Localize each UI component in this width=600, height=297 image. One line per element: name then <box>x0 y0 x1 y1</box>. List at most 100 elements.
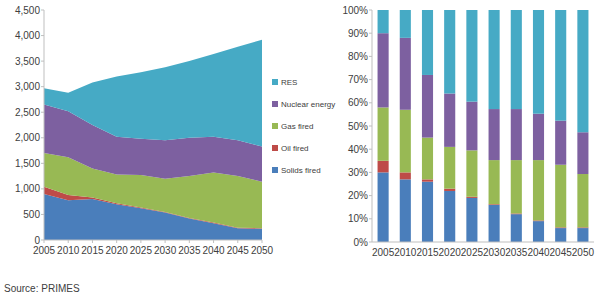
source-note: Source: PRIMES <box>4 283 80 294</box>
x-tick-label: 2040 <box>527 247 550 258</box>
x-tick-label: 2005 <box>372 247 395 258</box>
bar-segment <box>378 107 389 160</box>
bar-segment <box>555 121 566 165</box>
legend-swatch <box>272 101 278 107</box>
x-axis <box>44 240 262 241</box>
y-tick-label: 80% <box>348 51 368 62</box>
x-axis <box>372 242 594 243</box>
bar-segment <box>577 228 588 242</box>
x-tick <box>68 240 69 243</box>
bar-segment <box>400 10 411 38</box>
y-tick-label: 20% <box>348 190 368 201</box>
y-axis <box>372 10 373 242</box>
legend-label: Nuclear energy <box>281 100 335 109</box>
x-tick-label: 2050 <box>572 247 595 258</box>
bar-segment <box>533 221 544 242</box>
x-tick-label: 2015 <box>416 247 439 258</box>
x-tick <box>262 240 263 243</box>
y-tick-label: 4,500 <box>15 5 40 16</box>
x-tick-label: 2010 <box>394 247 417 258</box>
bar-segment <box>466 197 477 198</box>
bar-segment <box>533 114 544 160</box>
bar-segment <box>511 10 522 109</box>
bar-segment <box>422 138 433 180</box>
x-tick-label: 2040 <box>202 245 225 256</box>
bar-segment <box>444 189 455 191</box>
x-tick-label: 2020 <box>106 245 129 256</box>
bar-segment <box>489 10 500 109</box>
bar-segment <box>533 160 544 220</box>
bar-segment <box>400 110 411 173</box>
bar-segment <box>466 102 477 151</box>
bar-segment <box>422 10 433 75</box>
x-tick <box>237 240 238 243</box>
x-tick-label: 2035 <box>178 245 201 256</box>
y-tick-label: 3,000 <box>15 81 40 92</box>
bar-segment <box>422 182 433 242</box>
y-tick-label: 0 <box>34 235 40 246</box>
bar-segment <box>466 150 477 196</box>
bar-segment <box>400 38 411 110</box>
bar-segment <box>577 174 588 227</box>
bar-segment <box>466 198 477 242</box>
y-tick-label: 60% <box>348 97 368 108</box>
legend-swatch <box>272 167 278 173</box>
x-tick-label: 2030 <box>154 245 177 256</box>
bar-segment <box>577 10 588 132</box>
x-tick-label: 2020 <box>439 247 462 258</box>
x-tick <box>92 240 93 243</box>
bar-segment <box>400 179 411 242</box>
plot-area <box>44 40 262 240</box>
bar-segment <box>489 205 500 242</box>
bar-segment <box>444 10 455 94</box>
bar-segment <box>422 75 433 138</box>
bar-segment <box>422 179 433 181</box>
y-axis <box>44 10 45 240</box>
y-tick-label: 40% <box>348 144 368 155</box>
x-tick <box>116 240 117 243</box>
y-tick-label: 50% <box>348 121 368 132</box>
bar-segment <box>555 228 566 242</box>
y-tick-label: 100% <box>342 5 368 16</box>
legend-label: Oil fired <box>281 144 309 153</box>
x-tick <box>213 240 214 243</box>
bar-segment <box>378 33 389 107</box>
y-tick-label: 0% <box>354 237 369 248</box>
bar-segment <box>444 147 455 189</box>
x-tick-label: 2005 <box>33 245 56 256</box>
bar-segment <box>511 160 522 213</box>
bar-segment <box>378 10 389 33</box>
x-tick <box>44 240 45 243</box>
x-tick <box>189 240 190 243</box>
legend-label: RES <box>281 78 297 87</box>
bar-segment <box>489 109 500 160</box>
legend-label: Gas fired <box>281 122 313 131</box>
bar-segment <box>378 161 389 173</box>
x-tick-label: 2050 <box>251 245 274 256</box>
x-tick-label: 2025 <box>130 245 153 256</box>
bar-segment <box>444 94 455 147</box>
x-tick-label: 2045 <box>550 247 573 258</box>
legend-swatch <box>272 79 278 85</box>
x-tick-label: 2025 <box>461 247 484 258</box>
legend-label: Solids fired <box>281 166 321 175</box>
y-tick-label: 1,000 <box>15 183 40 194</box>
plot-area <box>378 10 589 242</box>
y-tick-label: 30% <box>348 167 368 178</box>
bar-segment <box>511 214 522 242</box>
x-tick <box>140 240 141 243</box>
x-tick-label: 2030 <box>483 247 506 258</box>
y-tick-label: 2,000 <box>15 132 40 143</box>
legend-swatch <box>272 145 278 151</box>
bar-segment <box>400 172 411 179</box>
x-tick <box>165 240 166 243</box>
bar-segment <box>378 172 389 242</box>
y-tick-label: 1,500 <box>15 158 40 169</box>
area-series <box>44 40 262 147</box>
bar-segment <box>555 165 566 228</box>
x-tick-label: 2045 <box>227 245 250 256</box>
bar-segment <box>577 132 588 174</box>
bar-segment <box>533 10 544 114</box>
x-tick-label: 2035 <box>505 247 528 258</box>
bar-segment <box>466 10 477 102</box>
